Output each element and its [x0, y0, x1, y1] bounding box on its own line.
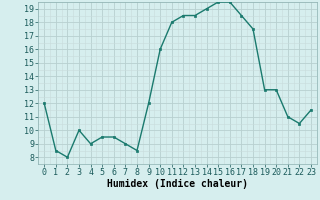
X-axis label: Humidex (Indice chaleur): Humidex (Indice chaleur)	[107, 179, 248, 189]
